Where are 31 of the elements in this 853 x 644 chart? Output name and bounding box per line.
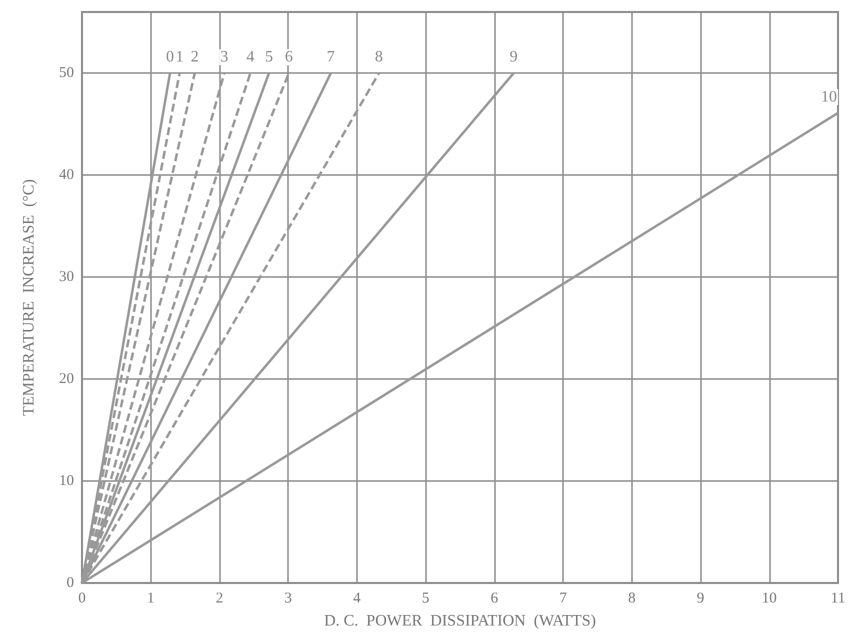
series-label: 7	[326, 48, 335, 66]
x-tick-label: 11	[830, 590, 846, 606]
series-label: 9	[510, 48, 518, 66]
x-tick-label: 6	[490, 590, 499, 606]
series-label: 1	[176, 48, 184, 66]
x-tick-label: 5	[422, 590, 430, 606]
y-tick-label: 0	[66, 575, 74, 591]
series-label: 5	[264, 48, 273, 66]
y-tick-label: 40	[59, 167, 74, 184]
x-tick-label: 7	[559, 590, 568, 606]
y-tick-label: 10	[59, 473, 74, 490]
series-label: 8	[374, 48, 383, 66]
y-axis-title: TEMPERATURE INCREASE (°C)	[20, 179, 38, 416]
x-tick-label: 3	[284, 590, 292, 606]
y-tick-label: 20	[59, 371, 74, 388]
x-axis-title: D. C. POWER DISSIPATION (WATTS)	[324, 612, 596, 630]
x-tick-label: 10	[762, 590, 777, 606]
x-tick-label: 8	[628, 590, 636, 606]
series-label: 0	[166, 48, 174, 66]
x-tick-label: 4	[353, 590, 362, 606]
series-label: 6	[284, 48, 293, 66]
x-tick-label: 0	[78, 590, 86, 606]
x-tick-label: 9	[696, 590, 704, 606]
series-label: 2	[190, 48, 199, 66]
x-tick-label: 2	[216, 590, 224, 606]
y-tick-label: 50	[59, 65, 74, 82]
series-label: 10	[821, 88, 837, 106]
x-tick-label: 1	[146, 590, 154, 606]
y-tick-label: 30	[59, 269, 74, 286]
series-label: 3	[220, 48, 228, 66]
series-label: 4	[246, 48, 254, 66]
